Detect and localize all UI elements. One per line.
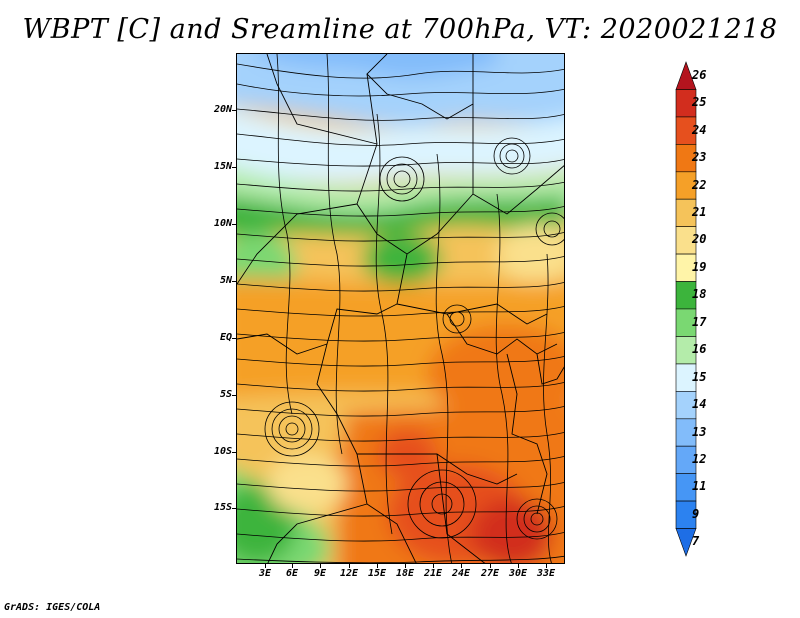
wbpt-field <box>237 54 564 563</box>
lon-label: 18E <box>395 568 415 579</box>
lon-tick <box>292 564 293 568</box>
lon-label: 21E <box>423 568 443 579</box>
lon-tick <box>405 564 406 568</box>
lat-label: 10N <box>213 218 232 229</box>
lon-tick <box>320 564 321 568</box>
lon-label: 3E <box>258 568 272 579</box>
lon-label: 12E <box>339 568 359 579</box>
colorbar-label: 24 <box>692 122 707 137</box>
lon-label: 15E <box>367 568 387 579</box>
colorbar-label: 14 <box>692 397 707 412</box>
colorbar-label: 17 <box>692 314 707 329</box>
lat-tick <box>232 281 236 282</box>
lon-tick <box>433 564 434 568</box>
lon-tick <box>349 564 350 568</box>
colorbar-label: 19 <box>692 259 707 274</box>
lat-label: 5N <box>219 275 232 286</box>
streamlines <box>237 54 564 563</box>
lon-tick <box>461 564 462 568</box>
colorbar-label: 9 <box>692 506 700 521</box>
lon-label: 30E <box>508 568 528 579</box>
lat-label: 10S <box>213 446 232 457</box>
colorbar-label: 7 <box>692 534 700 549</box>
lat-tick <box>232 167 236 168</box>
grads-credit: GrADS: IGES/COLA <box>4 602 101 613</box>
lon-label: 33E <box>536 568 556 579</box>
lat-label: 20N <box>213 104 232 115</box>
lat-tick <box>232 452 236 453</box>
lon-tick <box>490 564 491 568</box>
colorbar-label: 20 <box>692 232 707 247</box>
lat-tick <box>232 395 236 396</box>
colorbar-label: 15 <box>692 369 707 384</box>
lat-tick <box>232 508 236 509</box>
lat-tick <box>232 338 236 339</box>
map-title: WBPT [C] and Sreamline at 700hPa, VT: 20… <box>22 14 778 45</box>
weather-map <box>236 53 565 564</box>
colorbar-label: 13 <box>692 424 707 439</box>
lon-tick <box>546 564 547 568</box>
lat-tick <box>232 110 236 111</box>
lat-label: EQ <box>219 332 232 343</box>
lon-tick <box>265 564 266 568</box>
lat-label: 15S <box>213 502 232 513</box>
lat-label: 5S <box>219 389 232 400</box>
lat-label: 15N <box>213 161 232 172</box>
country-borders <box>237 54 564 563</box>
lon-tick <box>518 564 519 568</box>
lon-tick <box>377 564 378 568</box>
colorbar-label: 12 <box>692 451 707 466</box>
colorbar-label: 26 <box>692 67 707 82</box>
colorbar-label: 11 <box>692 479 707 494</box>
colorbar-graphic <box>675 61 697 557</box>
colorbar-label: 22 <box>692 177 707 192</box>
colorbar-label: 23 <box>692 150 707 165</box>
colorbar-label: 16 <box>692 342 707 357</box>
lat-tick <box>232 224 236 225</box>
colorbar-band <box>675 528 697 557</box>
lon-label: 6E <box>285 568 299 579</box>
colorbar-label: 25 <box>692 95 707 110</box>
lon-label: 24E <box>451 568 471 579</box>
lon-label: 27E <box>480 568 500 579</box>
lon-label: 9E <box>313 568 327 579</box>
colorbar-label: 18 <box>692 287 707 302</box>
colorbar-label: 21 <box>692 204 707 219</box>
